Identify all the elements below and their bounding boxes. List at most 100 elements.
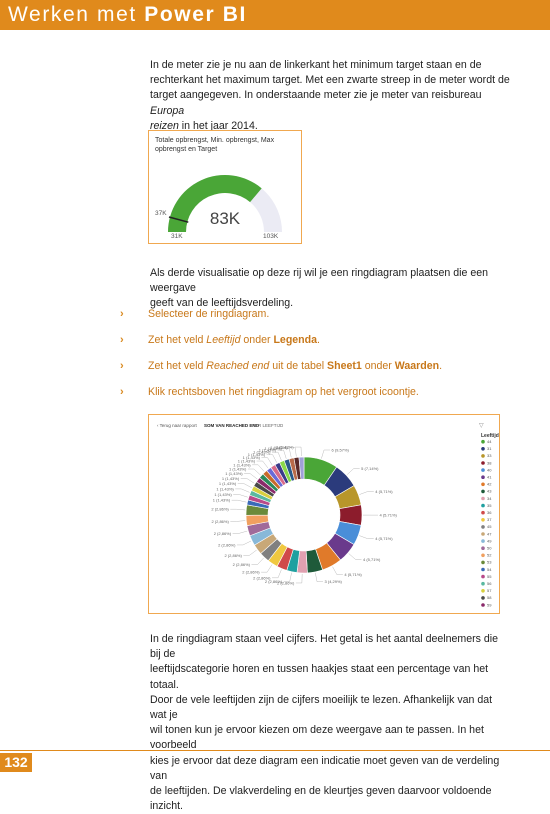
legend-label[interactable]: 52 [487, 553, 492, 558]
donut-leader-line [243, 550, 256, 555]
legend-label[interactable]: 44 [487, 439, 492, 444]
gauge-card[interactable]: 83K 37K 31K 103K Totale opbrengst, Min. … [148, 130, 302, 244]
header-title: Werken met Power BI [8, 3, 247, 27]
legend-label[interactable]: 49 [487, 538, 492, 543]
intro-line-3-italic: Europa [150, 105, 184, 117]
legend-marker [481, 511, 485, 515]
legend-label[interactable]: 34 [487, 496, 492, 501]
donut-data-label: 4 (5,71%) [363, 557, 381, 562]
legend-marker [481, 483, 485, 487]
donut-data-label: 4 (5,71%) [375, 536, 393, 541]
step-3-target: Waarden [395, 360, 439, 372]
donut-data-label: 4 (5,71%) [379, 513, 397, 518]
legend-label[interactable]: 41 [487, 475, 492, 480]
donut-card: ‹ Terug naar rapport SOM VAN REACHED END… [148, 414, 500, 614]
legend-label[interactable]: 33 [487, 453, 492, 458]
legend-marker [481, 461, 485, 465]
intro-line-1: In de meter zie je nu aan de linkerkant … [150, 58, 510, 73]
legend-label[interactable]: 43 [487, 489, 492, 494]
legend-label[interactable]: 37 [487, 517, 492, 522]
legend-label[interactable]: 42 [487, 482, 492, 487]
legend-marker [481, 532, 485, 536]
legend-marker [481, 603, 485, 607]
legend-marker [481, 447, 485, 451]
legend-label[interactable]: 54 [487, 567, 492, 572]
legend-label[interactable]: 58 [487, 595, 492, 600]
donut-data-label: 2 (2,86%) [211, 507, 229, 512]
donut-leader-line [315, 573, 323, 582]
legend-label[interactable]: 57 [487, 588, 492, 593]
legend-marker [481, 582, 485, 586]
step-2-text-b: onder [240, 334, 273, 346]
chevron-right-icon: › [120, 360, 124, 372]
donut-data-label: 5 (7,14%) [361, 466, 379, 471]
donut-data-label: 1 (1,43%) [213, 498, 231, 503]
tab-leeftijd[interactable]: PER LEEFTIJD [252, 423, 284, 428]
legend-marker [481, 575, 485, 579]
legend-marker [481, 497, 485, 501]
chevron-right-icon: › [120, 334, 124, 346]
legend-label[interactable]: 40 [487, 467, 492, 472]
legend-label[interactable]: 50 [487, 546, 492, 551]
step-3-text-b: uit de tabel [269, 360, 327, 372]
legend-label[interactable]: 55 [487, 574, 492, 579]
para-3-line-2: leeftijdscategorie horen en tussen haakj… [150, 662, 510, 692]
donut-slices [246, 457, 362, 573]
legend-label[interactable]: 53 [487, 560, 492, 565]
legend-marker [481, 475, 485, 479]
para-3-line-5: kies je ervoor dat deze diagram een indi… [150, 754, 510, 784]
step-1-text-a: Selecteer de ringdiagram. [148, 308, 269, 320]
legend-marker [481, 554, 485, 558]
step-3-text-c: onder [362, 360, 395, 372]
donut-leader-line [272, 570, 281, 578]
step-4-text: Klik rechtsboven het ringdiagram op het … [148, 386, 419, 398]
legend-marker [481, 454, 485, 458]
intro-line-3: target aangegeven. In onderstaande meter… [150, 88, 510, 118]
legend-marker [481, 589, 485, 593]
donut-data-label: 2 (2,86%) [253, 575, 271, 580]
donut-leader-line [349, 554, 362, 560]
step-3-field: Reached end [206, 360, 269, 372]
filter-icon[interactable]: ▽ [479, 423, 484, 429]
step-2-text-c: . [317, 334, 320, 346]
para-3-line-1: In de ringdiagram staan veel cijfers. He… [150, 632, 510, 662]
donut-data-label: 1 (1,43%) [276, 445, 294, 450]
step-4-text-a: Klik rechtsboven het ringdiagram op het … [148, 386, 419, 398]
para-2-line-1: Als derde visualisatie op deze rij wil j… [150, 266, 510, 296]
donut-data-label: 1 (1,43%) [219, 481, 237, 486]
donut-leader-line [251, 558, 263, 565]
legend-label[interactable]: 56 [487, 581, 492, 586]
step-2-target: Legenda [273, 334, 317, 346]
donut-data-label: 6 (9,57%) [332, 448, 350, 453]
para-3: In de ringdiagram staan veel cijfers. He… [150, 632, 510, 814]
legend-label[interactable]: 38 [487, 460, 492, 465]
legend-label[interactable]: 31 [487, 446, 492, 451]
donut-data-label: 4 (5,71%) [344, 572, 362, 577]
legend-label[interactable]: 45 [487, 524, 492, 529]
legend-label[interactable]: 35 [487, 503, 492, 508]
legend-label[interactable]: 59 [487, 602, 492, 607]
step-1-text: Selecteer de ringdiagram. [148, 308, 269, 320]
back-link[interactable]: ‹ Terug naar rapport [157, 423, 197, 428]
step-3-text-a: Zet het veld [148, 360, 206, 372]
donut-data-label: 4 (5,71%) [375, 489, 393, 494]
donut-data-label: 1 (1,43%) [222, 476, 240, 481]
step-3-text-d: . [439, 360, 442, 372]
legend-label[interactable]: 36 [487, 510, 492, 515]
donut-leader-line [233, 494, 248, 497]
step-2-text: Zet het veld Leeftijd onder Legenda. [148, 334, 320, 346]
chevron-right-icon: › [120, 308, 124, 320]
intro-line-3-text: target aangegeven. In onderstaande meter… [150, 89, 482, 101]
chevron-right-icon: › [120, 386, 124, 398]
legend-label[interactable]: 47 [487, 531, 492, 536]
donut-legend: 44 31 33 38 40 41 42 43 34 35 36 37 45 47 49 50 52 53 54 55… [481, 439, 492, 607]
donut-leader-line [248, 469, 261, 475]
back-link-label[interactable]: Terug naar rapport [160, 423, 198, 428]
donut-leader-line [252, 465, 264, 472]
donut-leader-line [230, 509, 245, 510]
gauge-value-label: 83K [210, 209, 241, 228]
donut-data-label: 1 (1,43%) [216, 486, 234, 491]
legend-marker [481, 518, 485, 522]
donut-leader-line [333, 567, 343, 575]
donut-leader-line [359, 491, 373, 494]
